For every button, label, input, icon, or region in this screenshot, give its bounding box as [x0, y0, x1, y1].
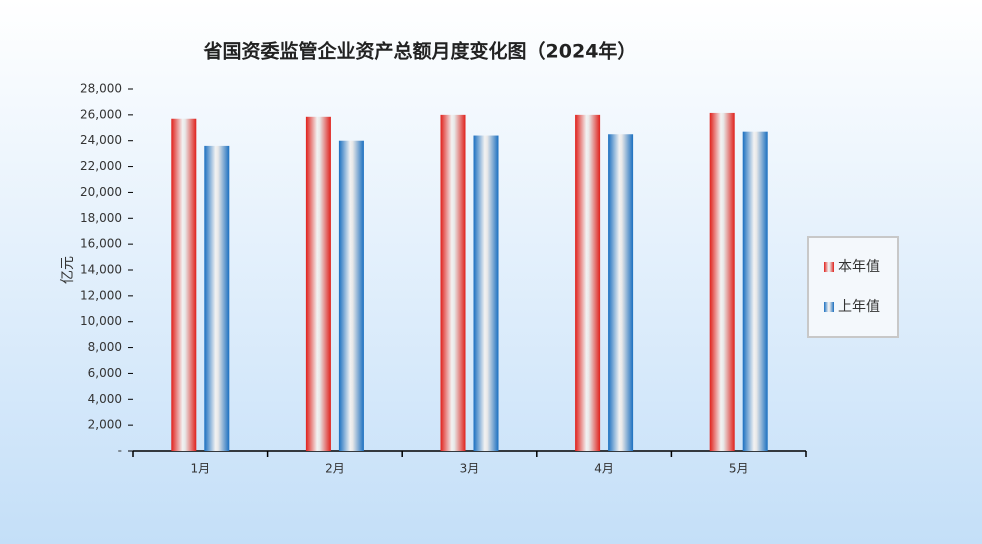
bar	[440, 114, 466, 451]
legend-swatch	[824, 262, 834, 272]
y-tick-label: 14,000	[80, 263, 122, 277]
x-tick-label: 2月	[325, 462, 345, 476]
bar	[171, 118, 197, 451]
bar	[575, 114, 601, 451]
y-tick-label: 12,000	[80, 288, 122, 302]
y-tick-label: 8,000	[88, 340, 122, 354]
x-tick-label: 1月	[190, 462, 210, 476]
y-tick-label: 26,000	[80, 107, 122, 121]
y-tick-label: 4,000	[88, 392, 122, 406]
bar	[338, 140, 364, 451]
legend-label: 上年值	[838, 299, 880, 315]
y-tick-label: 10,000	[80, 314, 122, 328]
bar	[709, 112, 735, 452]
y-tick-label: 22,000	[80, 159, 122, 173]
legend-label: 本年值	[838, 259, 880, 275]
y-tick-label: 2,000	[88, 418, 122, 432]
bar	[305, 116, 331, 452]
bar	[742, 131, 768, 451]
y-tick-label: 24,000	[80, 133, 122, 147]
bar	[473, 135, 499, 452]
y-axis-label: 亿元	[60, 256, 76, 284]
y-tick-label: 28,000	[80, 82, 122, 96]
y-tick-label: 20,000	[80, 185, 122, 199]
y-tick-label: 16,000	[80, 237, 122, 251]
chart-title: 省国资委监管企业资产总额月度变化图（2024年）	[203, 40, 637, 63]
x-tick-label: 3月	[460, 462, 480, 476]
bar	[204, 145, 230, 451]
legend-box	[807, 236, 899, 338]
y-tick-label: 6,000	[88, 366, 122, 380]
y-tick-label: -	[118, 444, 122, 458]
legend-swatch	[824, 302, 834, 312]
x-tick-label: 4月	[594, 462, 614, 476]
y-tick-label: 18,000	[80, 211, 122, 225]
x-tick-label: 5月	[729, 462, 749, 476]
bar	[608, 134, 634, 451]
